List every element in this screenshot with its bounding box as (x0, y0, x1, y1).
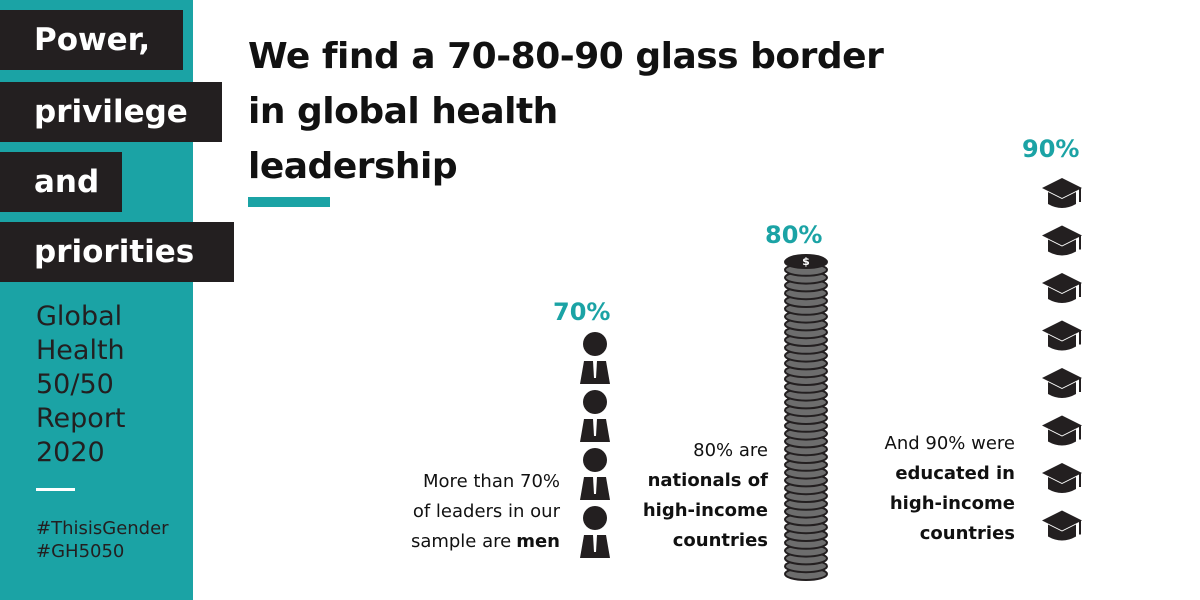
crown (1048, 239, 1076, 256)
report-line: 2020 (36, 437, 105, 468)
caption-line: high-income (643, 496, 768, 526)
title-underline (248, 197, 330, 207)
hashtag: #ThisisGender (36, 518, 169, 539)
crown (1048, 429, 1076, 446)
caption-line: nationals of (643, 466, 768, 496)
board (1042, 178, 1082, 198)
report-line: Global (36, 301, 123, 332)
report-line: 50/50 (36, 369, 114, 400)
cap-icon (1042, 510, 1082, 541)
caption-text: countries (672, 530, 768, 551)
cap-icon (1042, 415, 1082, 446)
cap-icon (1042, 273, 1082, 303)
tie (593, 535, 597, 552)
caption-text: high-income (642, 500, 768, 521)
caption-text: high-income (889, 493, 1015, 514)
crown (1048, 524, 1076, 541)
caption-line: sample are men (411, 527, 560, 557)
caption-text: educated in (895, 463, 1015, 484)
caption-line: More than 70% (411, 467, 560, 497)
caption-line: educated in (885, 459, 1015, 489)
coin-top (785, 254, 827, 268)
cap-icon (1042, 225, 1082, 256)
caption-text: 80% are (693, 440, 768, 461)
board (1042, 320, 1082, 341)
divider (36, 488, 75, 491)
board (1042, 225, 1082, 246)
caption-text: men (516, 531, 560, 552)
title-line: in global health (248, 91, 558, 132)
crown (1048, 287, 1076, 303)
headline-line: Power, (0, 10, 183, 70)
head (583, 332, 607, 356)
board (1042, 368, 1082, 388)
tie (593, 361, 597, 378)
headline-line: priorities (0, 222, 234, 282)
cap-icon (1042, 320, 1082, 351)
caption-text: countries (919, 523, 1015, 544)
caption-text: nationals of (647, 470, 768, 491)
crown (1048, 192, 1076, 208)
tie (593, 477, 597, 494)
crown (1048, 477, 1076, 493)
cap-icon (1042, 368, 1082, 398)
caption-line: countries (885, 519, 1015, 549)
board (1042, 415, 1082, 436)
caption-text: of leaders in our (412, 501, 560, 522)
board (1042, 273, 1082, 293)
crown (1048, 334, 1076, 351)
tie (593, 419, 597, 436)
stat-caption: More than 70% of leaders in our sample are… (411, 467, 560, 557)
stat-label: 80% (765, 221, 823, 249)
head (583, 390, 607, 414)
stat-label: 90% (1022, 135, 1080, 163)
cap-icon (1042, 463, 1082, 493)
board (1042, 463, 1082, 483)
crown (1048, 382, 1076, 398)
person-icon (580, 448, 610, 500)
caption-text: sample are (410, 531, 512, 552)
head (583, 448, 607, 472)
head (583, 506, 607, 530)
person-icon (580, 332, 610, 384)
caption-text: More than 70% (423, 471, 560, 492)
caption-line: high-income (885, 489, 1015, 519)
report-line: Health (36, 335, 125, 366)
stat-label: 70% (553, 298, 611, 326)
caption-line: countries (643, 526, 768, 556)
caption-text: And 90% were (884, 433, 1015, 454)
report-line: Report (36, 403, 126, 434)
headline-line: and (0, 152, 122, 212)
caption-line: of leaders in our (411, 497, 560, 527)
cap-icon (1042, 178, 1082, 208)
person-icon (580, 390, 610, 442)
stat-caption: And 90% were educated in high-income countr… (885, 429, 1015, 549)
title-line: We find a 70-80-90 glass border (248, 36, 884, 77)
coin-symbol: $ (802, 255, 810, 268)
caption-line: 80% are (643, 436, 768, 466)
person-icon (580, 506, 610, 558)
headline-line: privilege (0, 82, 222, 142)
board (1042, 510, 1082, 531)
title-line: leadership (248, 146, 458, 187)
stat-caption: 80% are nationals of high-income countries (643, 436, 768, 556)
caption-line: And 90% were (885, 429, 1015, 459)
hashtag: #GH5050 (36, 541, 125, 562)
